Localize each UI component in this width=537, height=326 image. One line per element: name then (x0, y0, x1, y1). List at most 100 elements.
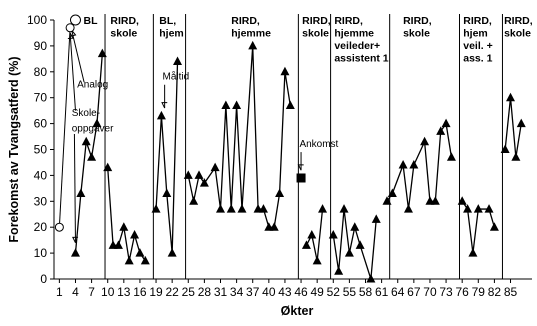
annotation-arrow (73, 133, 76, 243)
data-point-triangle (173, 56, 183, 65)
y-tick-label: 30 (34, 194, 48, 208)
data-point-triangle (221, 100, 231, 109)
data-point-triangle (92, 118, 102, 128)
data-point-triangle (441, 118, 451, 128)
x-tick-label: 34 (230, 285, 244, 299)
x-tick-label: 16 (133, 285, 147, 299)
arrow-head (161, 102, 168, 109)
x-tick-label: 46 (294, 285, 308, 299)
y-tick-label: 0 (40, 272, 47, 286)
phase-label: hjem (159, 28, 184, 40)
y-tick-label: 50 (34, 143, 48, 157)
x-tick-label: 70 (423, 285, 437, 299)
annotation-arrow (71, 30, 85, 83)
data-point-triangle (350, 222, 360, 231)
phase-label: BL (84, 15, 99, 27)
arrow-head (72, 236, 79, 243)
data-point-triangle (398, 160, 408, 169)
data-point-triangle (162, 188, 172, 198)
data-point-triangle (275, 188, 285, 198)
x-tick-label: 22 (165, 285, 179, 299)
data-point-triangle (103, 162, 113, 172)
series-line (504, 97, 522, 158)
data-point-triangle (189, 196, 199, 205)
data-point-triangle (382, 196, 392, 205)
data-point-triangle (371, 214, 381, 223)
data-point-triangle (199, 178, 209, 187)
data-point-triangle (436, 126, 446, 135)
x-tick-label: 76 (456, 285, 470, 299)
data-point-triangle (269, 222, 279, 231)
phase-label: ass. 1 (463, 53, 492, 65)
data-point-triangle (312, 255, 322, 265)
arrow-head (67, 32, 74, 40)
data-point-triangle (307, 229, 317, 239)
phase-label: skole (403, 28, 430, 40)
data-point-triangle (403, 204, 413, 213)
arrow-head (297, 164, 304, 171)
x-axis-title: Økter (281, 304, 314, 318)
phase-label: hjemme (334, 28, 374, 40)
data-point-triangle (124, 255, 134, 265)
data-point-triangle (130, 229, 140, 239)
data-point-triangle (409, 160, 419, 169)
data-point-triangle (516, 118, 526, 128)
phase-label: BL, (159, 15, 176, 27)
data-point-triangle (226, 204, 236, 213)
series-line (305, 209, 324, 262)
x-tick-label: 43 (278, 285, 292, 299)
data-point-triangle (457, 196, 467, 205)
phase-label: hjemme (231, 28, 271, 40)
x-tick-label: 1 (56, 285, 63, 299)
data-point-triangle (446, 152, 456, 161)
y-tick-label: 10 (34, 246, 48, 260)
x-tick-label: 25 (182, 285, 196, 299)
data-point-triangle (70, 248, 80, 257)
data-point-circle (69, 14, 81, 26)
x-tick-label: 40 (262, 285, 276, 299)
y-tick-label: 90 (34, 39, 48, 53)
y-tick-label: 40 (34, 168, 48, 182)
phase-change-lines (104, 14, 503, 279)
x-tick-label: 79 (472, 285, 486, 299)
data-point-triangle (97, 48, 107, 58)
data-point-triangle (420, 136, 430, 146)
data-point-triangle (215, 204, 225, 213)
y-tick-label: 20 (34, 220, 48, 234)
data-point-triangle (473, 204, 483, 213)
data-point-triangle (285, 100, 295, 109)
data-point-triangle (355, 240, 365, 249)
data-point-triangle (339, 204, 349, 213)
series-line (386, 121, 453, 210)
annotation-label: Ankomst (299, 139, 338, 150)
x-tick-label: 28 (198, 285, 212, 299)
data-point-triangle (463, 204, 473, 213)
annotation-label: oppgaver (72, 123, 114, 134)
series-line (187, 45, 291, 228)
data-point-triangle (489, 222, 499, 231)
x-tick-label: 67 (407, 285, 421, 299)
data-point-triangle (468, 248, 478, 257)
annotation-label: Analog (77, 79, 108, 90)
x-tick-label: 13 (117, 285, 131, 299)
series-line (58, 27, 71, 228)
phase-label: assistent 1 (334, 53, 388, 65)
phase-label: hjem (463, 28, 488, 40)
y-axis-title: Forekomst av Tvangsatferd (%) (7, 56, 21, 242)
annotation-label: Måltid (162, 71, 189, 83)
data-point-triangle (87, 152, 97, 161)
y-tick-label: 100 (27, 13, 47, 27)
data-point-triangle (258, 204, 268, 213)
data-point-triangle (484, 204, 494, 213)
x-tick-label: 64 (391, 285, 405, 299)
phase-label: RIRD, (231, 15, 260, 27)
annotation-arrows (67, 30, 304, 243)
x-tick-label: 31 (214, 285, 228, 299)
phase-label: skole (504, 28, 531, 40)
y-tick-label: 70 (34, 91, 48, 105)
phase-label: RIRD, (334, 15, 363, 27)
data-point-triangle (151, 204, 161, 213)
data-point-triangle (387, 188, 397, 198)
phase-label: skole (110, 28, 137, 40)
